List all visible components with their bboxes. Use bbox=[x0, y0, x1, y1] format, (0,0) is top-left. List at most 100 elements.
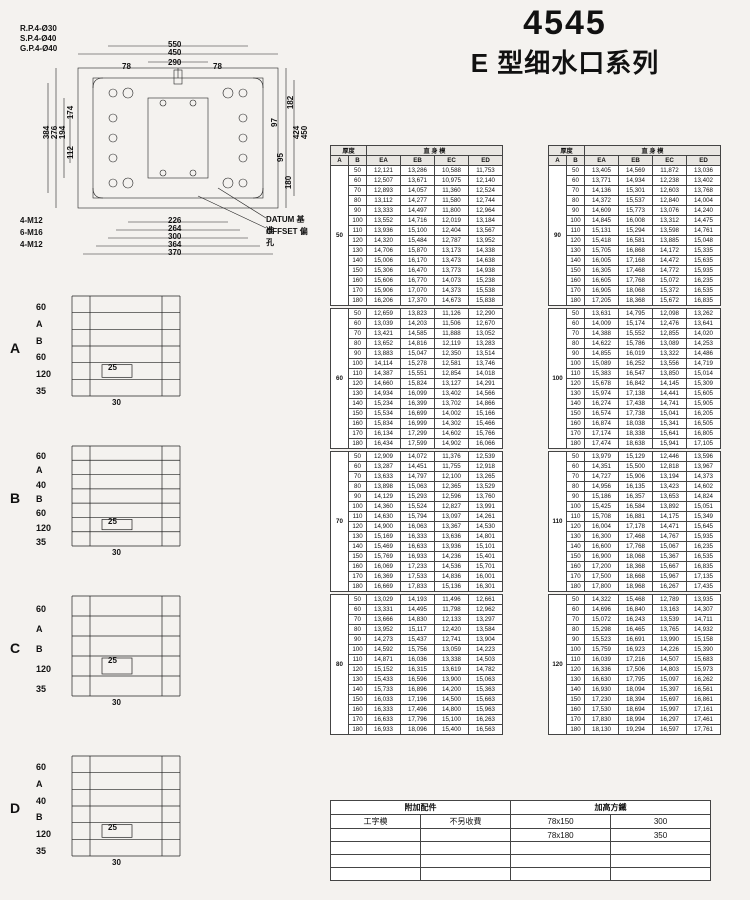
cell: 15,786 bbox=[619, 339, 653, 349]
cell: 16,206 bbox=[367, 296, 401, 306]
cell: 17,435 bbox=[687, 582, 721, 592]
cell: 170 bbox=[567, 715, 585, 725]
cell: 16,561 bbox=[687, 685, 721, 695]
cell: 13,746 bbox=[469, 359, 503, 369]
group-a: 110 bbox=[549, 452, 567, 592]
table-row: 505012,12113,28610,58811,753 bbox=[331, 166, 503, 176]
cell: 12,365 bbox=[435, 482, 469, 492]
acc-r0c0: 78x150 bbox=[511, 815, 611, 829]
table-row: 6014,35115,50012,81813,967 bbox=[549, 462, 721, 472]
cell: 16,305 bbox=[585, 266, 619, 276]
cell: 13,900 bbox=[435, 675, 469, 685]
cell: 15,437 bbox=[401, 635, 435, 645]
cell: 11,800 bbox=[435, 206, 469, 216]
cell: 16,235 bbox=[687, 542, 721, 552]
cell: 15,341 bbox=[653, 419, 687, 429]
cell: 13,892 bbox=[653, 502, 687, 512]
cell: 12,238 bbox=[653, 176, 687, 186]
cell: 13,052 bbox=[469, 329, 503, 339]
th-span: 直 身 模 bbox=[367, 146, 503, 156]
cell: 13,539 bbox=[653, 615, 687, 625]
cell: 15,309 bbox=[687, 379, 721, 389]
cell: 15,301 bbox=[619, 186, 653, 196]
cell: 14,797 bbox=[401, 472, 435, 482]
cell: 120 bbox=[567, 236, 585, 246]
cell: 15,759 bbox=[585, 645, 619, 655]
dim-78l: 78 bbox=[122, 62, 131, 71]
cell: 80 bbox=[567, 625, 585, 635]
cell: 17,299 bbox=[401, 429, 435, 439]
cell: 15,335 bbox=[687, 246, 721, 256]
cell: 15,766 bbox=[469, 429, 503, 439]
cell: 12,539 bbox=[469, 452, 503, 462]
cell: 13,556 bbox=[653, 359, 687, 369]
cell: 15,063 bbox=[469, 675, 503, 685]
cell: 12,019 bbox=[435, 216, 469, 226]
cell: 12,787 bbox=[435, 236, 469, 246]
cell: 12,603 bbox=[653, 186, 687, 196]
cell: 16,039 bbox=[585, 655, 619, 665]
cell: 12,962 bbox=[469, 605, 503, 615]
cell: 14,767 bbox=[653, 532, 687, 542]
cell: 14,322 bbox=[585, 595, 619, 605]
table-row: 7014,38815,55212,85514,020 bbox=[549, 329, 721, 339]
main-drawing: R.P.4-Ø30 S.P.4-Ø40 G.P.4-Ø40 550 450 29… bbox=[18, 18, 308, 258]
cell: 12,100 bbox=[435, 472, 469, 482]
cell: 18,368 bbox=[619, 562, 653, 572]
cell: 17,468 bbox=[619, 266, 653, 276]
cell: 160 bbox=[567, 276, 585, 286]
cell: 15,683 bbox=[687, 655, 721, 665]
cell: 15,100 bbox=[435, 715, 469, 725]
cell: 18,068 bbox=[619, 552, 653, 562]
cell: 18,130 bbox=[585, 725, 619, 735]
table-row: 8013,95215,11712,42013,584 bbox=[331, 625, 503, 635]
cell: 12,744 bbox=[469, 196, 503, 206]
dim-182r: 182 bbox=[286, 96, 295, 109]
cell: 14,320 bbox=[367, 236, 401, 246]
cell: 13,173 bbox=[435, 246, 469, 256]
cell: 170 bbox=[567, 286, 585, 296]
cell: 17,070 bbox=[401, 286, 435, 296]
cell: 16,840 bbox=[619, 605, 653, 615]
cell: 14,009 bbox=[585, 319, 619, 329]
group-a: 70 bbox=[331, 452, 349, 592]
th-A: A bbox=[331, 156, 349, 166]
cell: 15,935 bbox=[687, 532, 721, 542]
cell: 17,533 bbox=[401, 572, 435, 582]
variant-label-B: B bbox=[10, 490, 20, 506]
table-row: 14016,60017,76815,06716,235 bbox=[549, 542, 721, 552]
cell: 15,372 bbox=[653, 286, 687, 296]
cell: 10,975 bbox=[435, 176, 469, 186]
note-sp: S.P.4-Ø40 bbox=[20, 34, 56, 43]
cell: 15,538 bbox=[469, 286, 503, 296]
table-row: 11015,13115,29413,59814,761 bbox=[549, 226, 721, 236]
cell: 14,486 bbox=[687, 349, 721, 359]
cell: 13,652 bbox=[367, 339, 401, 349]
cell: 14,934 bbox=[619, 176, 653, 186]
cell: 14,536 bbox=[435, 562, 469, 572]
var-row-2: B bbox=[36, 336, 43, 346]
cell: 15,756 bbox=[401, 645, 435, 655]
cell: 14,900 bbox=[367, 522, 401, 532]
cell: 130 bbox=[349, 246, 367, 256]
cell: 15,048 bbox=[687, 236, 721, 246]
cell: 160 bbox=[567, 419, 585, 429]
bolt-4m12a: 4-M12 bbox=[20, 216, 43, 225]
table-row: 16016,06917,23314,53615,701 bbox=[331, 562, 503, 572]
cell: 17,833 bbox=[401, 582, 435, 592]
var-row-4: 120 bbox=[36, 369, 51, 379]
cell: 16,008 bbox=[619, 216, 653, 226]
th-EC: EC bbox=[653, 156, 687, 166]
cell: 16,669 bbox=[367, 582, 401, 592]
table-row: 13014,70615,87013,17314,338 bbox=[331, 246, 503, 256]
group-a: 100 bbox=[549, 309, 567, 449]
cell: 14,471 bbox=[653, 522, 687, 532]
cell: 17,738 bbox=[619, 409, 653, 419]
cell: 16,019 bbox=[619, 349, 653, 359]
cell: 160 bbox=[567, 562, 585, 572]
cell: 100 bbox=[567, 216, 585, 226]
cell: 15,278 bbox=[401, 359, 435, 369]
cell: 11,496 bbox=[435, 595, 469, 605]
cell: 15,390 bbox=[687, 645, 721, 655]
cell: 18,096 bbox=[401, 725, 435, 735]
